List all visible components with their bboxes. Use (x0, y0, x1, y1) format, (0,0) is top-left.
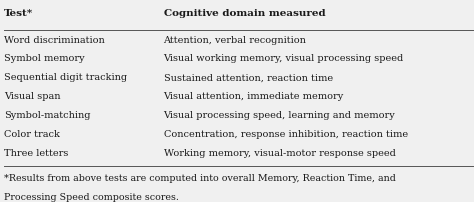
Text: Three letters: Three letters (4, 148, 68, 157)
Text: Sustained attention, reaction time: Sustained attention, reaction time (164, 73, 333, 82)
Text: Word discrimination: Word discrimination (4, 35, 105, 44)
Text: Symbol-matching: Symbol-matching (4, 110, 90, 119)
Text: Cognitive domain measured: Cognitive domain measured (164, 9, 325, 18)
Text: Visual attention, immediate memory: Visual attention, immediate memory (164, 92, 344, 101)
Text: Processing Speed composite scores.: Processing Speed composite scores. (4, 192, 179, 201)
Text: Test*: Test* (4, 9, 33, 18)
Text: Symbol memory: Symbol memory (4, 54, 84, 63)
Text: Visual processing speed, learning and memory: Visual processing speed, learning and me… (164, 110, 395, 119)
Text: Working memory, visual-motor response speed: Working memory, visual-motor response sp… (164, 148, 395, 157)
Text: *Results from above tests are computed into overall Memory, Reaction Time, and: *Results from above tests are computed i… (4, 173, 396, 182)
Text: Visual span: Visual span (4, 92, 60, 101)
Text: Sequential digit tracking: Sequential digit tracking (4, 73, 127, 82)
Text: Concentration, response inhibition, reaction time: Concentration, response inhibition, reac… (164, 129, 408, 138)
Text: Attention, verbal recognition: Attention, verbal recognition (164, 35, 306, 44)
Text: Color track: Color track (4, 129, 60, 138)
Text: Visual working memory, visual processing speed: Visual working memory, visual processing… (164, 54, 404, 63)
